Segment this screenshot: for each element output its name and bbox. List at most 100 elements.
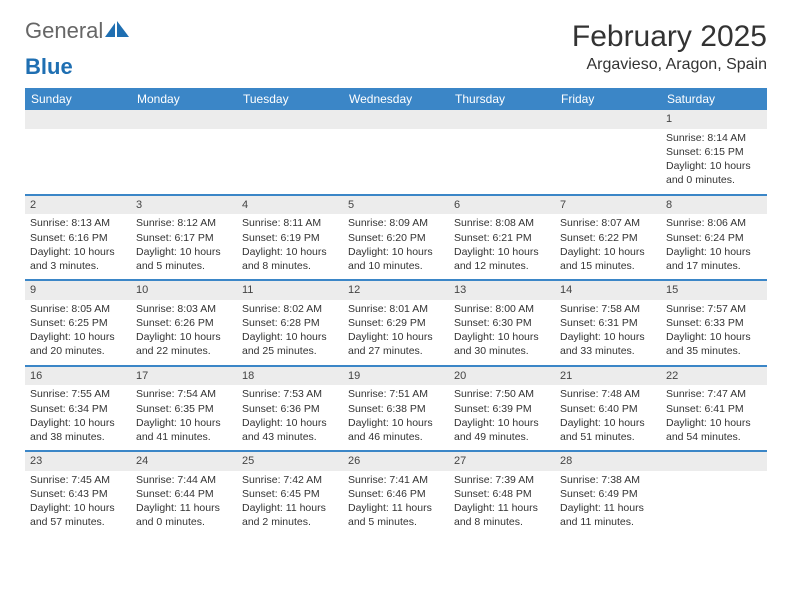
daylight-text: Daylight: 10 hours and 10 minutes. — [348, 245, 444, 273]
day-number: 6 — [449, 196, 555, 215]
sunset-text: Sunset: 6:24 PM — [666, 231, 762, 245]
sunset-text: Sunset: 6:48 PM — [454, 487, 550, 501]
day-number — [343, 110, 449, 129]
day-number: 17 — [131, 367, 237, 386]
day-cell: Sunrise: 7:57 AMSunset: 6:33 PMDaylight:… — [661, 300, 767, 365]
daylight-text: Daylight: 10 hours and 20 minutes. — [30, 330, 126, 358]
sunrise-text: Sunrise: 8:13 AM — [30, 216, 126, 230]
week-daynum-row: 16171819202122 — [25, 366, 767, 386]
day-number: 2 — [25, 196, 131, 215]
daylight-text: Daylight: 10 hours and 22 minutes. — [136, 330, 232, 358]
day-cell: Sunrise: 7:42 AMSunset: 6:45 PMDaylight:… — [237, 471, 343, 536]
day-cell: Sunrise: 8:00 AMSunset: 6:30 PMDaylight:… — [449, 300, 555, 365]
week-daynum-row: 232425262728 — [25, 451, 767, 471]
sunset-text: Sunset: 6:45 PM — [242, 487, 338, 501]
day-number: 18 — [237, 367, 343, 386]
sunrise-text: Sunrise: 7:58 AM — [560, 302, 656, 316]
day-cell: Sunrise: 8:11 AMSunset: 6:19 PMDaylight:… — [237, 214, 343, 279]
daylight-text: Daylight: 10 hours and 27 minutes. — [348, 330, 444, 358]
daylight-text: Daylight: 10 hours and 0 minutes. — [666, 159, 762, 187]
day-cell: Sunrise: 8:08 AMSunset: 6:21 PMDaylight:… — [449, 214, 555, 279]
sunset-text: Sunset: 6:36 PM — [242, 402, 338, 416]
day-number: 22 — [661, 367, 767, 386]
day-header: Tuesday — [237, 88, 343, 110]
sunrise-text: Sunrise: 7:53 AM — [242, 387, 338, 401]
sunrise-text: Sunrise: 8:09 AM — [348, 216, 444, 230]
sunrise-text: Sunrise: 7:47 AM — [666, 387, 762, 401]
sunrise-text: Sunrise: 7:42 AM — [242, 473, 338, 487]
sunrise-text: Sunrise: 8:06 AM — [666, 216, 762, 230]
day-header: Thursday — [449, 88, 555, 110]
daylight-text: Daylight: 10 hours and 5 minutes. — [136, 245, 232, 273]
day-cell: Sunrise: 7:58 AMSunset: 6:31 PMDaylight:… — [555, 300, 661, 365]
sunset-text: Sunset: 6:20 PM — [348, 231, 444, 245]
daylight-text: Daylight: 10 hours and 33 minutes. — [560, 330, 656, 358]
sunrise-text: Sunrise: 7:39 AM — [454, 473, 550, 487]
sunset-text: Sunset: 6:17 PM — [136, 231, 232, 245]
sunset-text: Sunset: 6:28 PM — [242, 316, 338, 330]
day-number: 28 — [555, 452, 661, 471]
sunrise-text: Sunrise: 8:11 AM — [242, 216, 338, 230]
brand-sail-icon — [105, 21, 129, 43]
day-number: 3 — [131, 196, 237, 215]
sunrise-text: Sunrise: 8:05 AM — [30, 302, 126, 316]
week-daynum-row: 1 — [25, 110, 767, 129]
day-cell: Sunrise: 7:50 AMSunset: 6:39 PMDaylight:… — [449, 385, 555, 450]
sunset-text: Sunset: 6:49 PM — [560, 487, 656, 501]
day-number: 1 — [661, 110, 767, 129]
day-number: 10 — [131, 281, 237, 300]
daylight-text: Daylight: 10 hours and 51 minutes. — [560, 416, 656, 444]
day-cell — [237, 129, 343, 194]
sunrise-text: Sunrise: 7:44 AM — [136, 473, 232, 487]
day-cell — [449, 129, 555, 194]
day-header: Monday — [131, 88, 237, 110]
sunrise-text: Sunrise: 7:54 AM — [136, 387, 232, 401]
day-cell: Sunrise: 8:05 AMSunset: 6:25 PMDaylight:… — [25, 300, 131, 365]
day-cell: Sunrise: 8:06 AMSunset: 6:24 PMDaylight:… — [661, 214, 767, 279]
sunset-text: Sunset: 6:19 PM — [242, 231, 338, 245]
day-cell: Sunrise: 7:38 AMSunset: 6:49 PMDaylight:… — [555, 471, 661, 536]
day-cell: Sunrise: 8:03 AMSunset: 6:26 PMDaylight:… — [131, 300, 237, 365]
sunrise-text: Sunrise: 7:41 AM — [348, 473, 444, 487]
day-number — [449, 110, 555, 129]
sunrise-text: Sunrise: 8:12 AM — [136, 216, 232, 230]
day-number: 26 — [343, 452, 449, 471]
day-cell: Sunrise: 8:07 AMSunset: 6:22 PMDaylight:… — [555, 214, 661, 279]
daylight-text: Daylight: 11 hours and 8 minutes. — [454, 501, 550, 529]
sunset-text: Sunset: 6:44 PM — [136, 487, 232, 501]
day-number — [25, 110, 131, 129]
sunrise-text: Sunrise: 8:00 AM — [454, 302, 550, 316]
location-text: Argavieso, Aragon, Spain — [572, 56, 767, 74]
day-cell: Sunrise: 7:53 AMSunset: 6:36 PMDaylight:… — [237, 385, 343, 450]
day-cell — [555, 129, 661, 194]
day-number: 9 — [25, 281, 131, 300]
daylight-text: Daylight: 10 hours and 15 minutes. — [560, 245, 656, 273]
daylight-text: Daylight: 10 hours and 3 minutes. — [30, 245, 126, 273]
daylight-text: Daylight: 10 hours and 8 minutes. — [242, 245, 338, 273]
sunset-text: Sunset: 6:29 PM — [348, 316, 444, 330]
sunset-text: Sunset: 6:31 PM — [560, 316, 656, 330]
day-cell: Sunrise: 8:12 AMSunset: 6:17 PMDaylight:… — [131, 214, 237, 279]
daylight-text: Daylight: 10 hours and 12 minutes. — [454, 245, 550, 273]
sunset-text: Sunset: 6:40 PM — [560, 402, 656, 416]
day-cell: Sunrise: 8:13 AMSunset: 6:16 PMDaylight:… — [25, 214, 131, 279]
calendar-body: 1Sunrise: 8:14 AMSunset: 6:15 PMDaylight… — [25, 110, 767, 536]
sunset-text: Sunset: 6:25 PM — [30, 316, 126, 330]
daylight-text: Daylight: 11 hours and 11 minutes. — [560, 501, 656, 529]
day-number: 20 — [449, 367, 555, 386]
daylight-text: Daylight: 10 hours and 30 minutes. — [454, 330, 550, 358]
day-cell: Sunrise: 7:39 AMSunset: 6:48 PMDaylight:… — [449, 471, 555, 536]
daylight-text: Daylight: 10 hours and 17 minutes. — [666, 245, 762, 273]
week-body-row: Sunrise: 7:55 AMSunset: 6:34 PMDaylight:… — [25, 385, 767, 450]
daylight-text: Daylight: 11 hours and 2 minutes. — [242, 501, 338, 529]
brand-part2: Blue — [25, 54, 105, 80]
month-title: February 2025 — [572, 20, 767, 54]
brand-part1: General — [25, 20, 103, 42]
sunset-text: Sunset: 6:22 PM — [560, 231, 656, 245]
calendar: SundayMondayTuesdayWednesdayThursdayFrid… — [25, 88, 767, 536]
daylight-text: Daylight: 10 hours and 57 minutes. — [30, 501, 126, 529]
day-cell: Sunrise: 7:51 AMSunset: 6:38 PMDaylight:… — [343, 385, 449, 450]
day-cell: Sunrise: 7:47 AMSunset: 6:41 PMDaylight:… — [661, 385, 767, 450]
day-number — [131, 110, 237, 129]
day-number: 23 — [25, 452, 131, 471]
